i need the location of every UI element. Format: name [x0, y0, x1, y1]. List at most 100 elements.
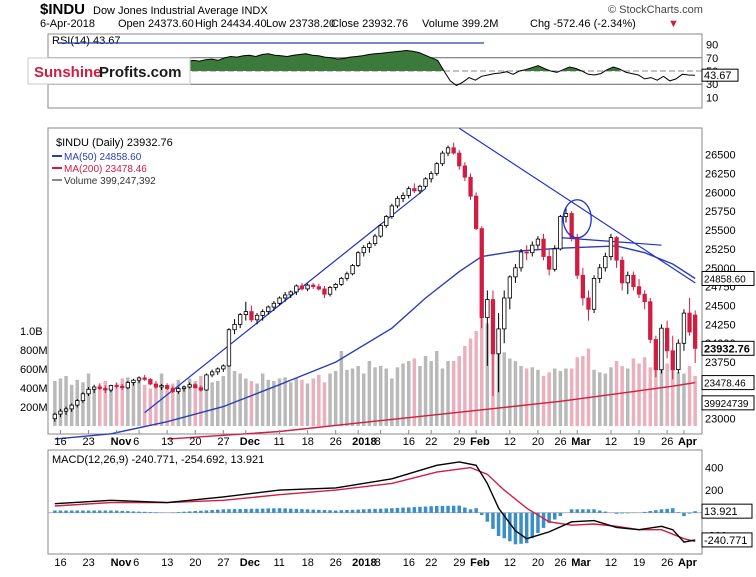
x-label-macd: 2018: [352, 557, 376, 569]
candle-body: [547, 257, 551, 270]
candle-body: [267, 307, 271, 312]
candle-body: [98, 387, 102, 389]
macd-badge-label: -240.771: [704, 535, 747, 547]
volume-bar: [446, 361, 450, 426]
candle-body: [671, 351, 675, 370]
candle-body: [104, 389, 108, 391]
header-close: Close 23932.76: [331, 18, 408, 30]
macd-y-tick: 400: [705, 463, 723, 475]
volume-y-tick: 600M: [20, 364, 48, 376]
macd-histogram-bar: [216, 510, 220, 513]
macd-histogram-bar: [238, 509, 242, 513]
candle-body: [194, 385, 198, 388]
candle-body: [53, 414, 57, 419]
candle-body: [227, 330, 231, 366]
volume-bar: [356, 366, 360, 426]
x-axis-labels: 16162323NovNov66131320202727DecDec111118…: [54, 430, 697, 569]
volume-bar: [289, 382, 293, 426]
rsi-title: RSI(14) 43.67: [52, 35, 120, 47]
price-y-tick: 23000: [705, 414, 736, 426]
candle-body: [576, 238, 580, 276]
candle-body: [59, 411, 63, 414]
macd-histogram-bar: [441, 506, 445, 513]
candle-body: [677, 343, 681, 369]
candle-body: [407, 189, 411, 196]
volume-bar: [323, 382, 327, 426]
header-high: High 24434.40: [195, 18, 267, 30]
macd-histogram-bar: [531, 513, 535, 538]
macd-histogram-bar: [643, 512, 647, 513]
candle-body: [486, 300, 490, 318]
volume-bar: [536, 370, 540, 426]
ticker: $INDU: [40, 1, 85, 18]
candle-body: [81, 394, 85, 401]
x-label-macd: 11: [274, 557, 285, 569]
x-label-macd: 26: [661, 557, 673, 569]
macd-histogram-bar: [199, 511, 203, 513]
candle-body: [132, 380, 136, 382]
macd-histogram-bar: [143, 512, 147, 513]
macd-histogram-bar: [283, 508, 287, 512]
price-y-tick: 26500: [705, 150, 736, 162]
macd-histogram-bar: [620, 513, 624, 514]
x-label-price: 26: [661, 436, 673, 448]
macd-histogram-bar: [649, 511, 653, 513]
volume-bar: [581, 356, 585, 426]
candle-body: [682, 313, 686, 343]
volume-bar: [373, 367, 377, 426]
macd-histogram-bar: [401, 508, 405, 513]
volume-bar: [182, 386, 186, 426]
macd-histogram-bar: [53, 511, 57, 513]
volume-bar: [345, 370, 349, 426]
x-label-macd: 8: [375, 557, 381, 569]
candle-body: [435, 164, 439, 174]
volume-bar: [452, 361, 456, 426]
macd-histogram-bar: [592, 509, 596, 512]
candle-body: [121, 386, 125, 388]
volume-bar: [564, 369, 568, 427]
volume-bar: [283, 377, 287, 426]
candle-body: [238, 315, 242, 325]
candle-body: [255, 315, 258, 320]
macd-histogram-bar: [677, 512, 681, 513]
macd-histogram-bar: [188, 511, 192, 512]
macd-histogram-bar: [469, 509, 473, 512]
candle-body: [581, 275, 585, 298]
candle-body: [70, 405, 74, 409]
macd-histogram-bar: [373, 509, 377, 513]
macd-histogram-bar: [98, 511, 102, 513]
volume-bar: [143, 385, 147, 426]
macd-line: [55, 462, 695, 542]
candle-body: [323, 289, 327, 294]
candle-body: [519, 252, 523, 268]
x-label-macd: 23: [83, 557, 95, 569]
candle-body: [620, 260, 624, 283]
volume-bar: [216, 381, 220, 426]
candle-body: [289, 292, 293, 295]
candle-body: [222, 366, 226, 369]
candle-body: [491, 300, 495, 354]
macd-histogram-bar: [227, 509, 231, 513]
rsi-current-label: 43.67: [704, 70, 732, 82]
header-open: Open 24373.60: [118, 18, 194, 30]
macd-histogram-bar: [682, 513, 686, 516]
volume-bar: [609, 367, 613, 426]
price-badge-label: 23478.46: [704, 379, 746, 390]
volume-bar: [592, 370, 596, 426]
candle-body: [261, 312, 265, 316]
volume-bar: [98, 385, 102, 426]
svg-text:Profits.com: Profits.com: [99, 64, 182, 81]
macd-histogram-bar: [362, 509, 366, 512]
x-label-price: 12: [605, 436, 617, 448]
volume-y-tick: 800M: [20, 345, 48, 357]
price-y-tick: 24500: [705, 301, 736, 313]
volume-bar: [469, 339, 473, 427]
macd-histogram-bar: [379, 509, 383, 513]
x-label-price: 6: [133, 436, 139, 448]
macd-histogram-bar: [446, 506, 450, 513]
candle-body: [379, 226, 383, 237]
volume-bar: [154, 386, 158, 426]
candle-body: [542, 239, 546, 256]
volume-bar: [199, 376, 203, 426]
volume-bar: [637, 364, 641, 427]
